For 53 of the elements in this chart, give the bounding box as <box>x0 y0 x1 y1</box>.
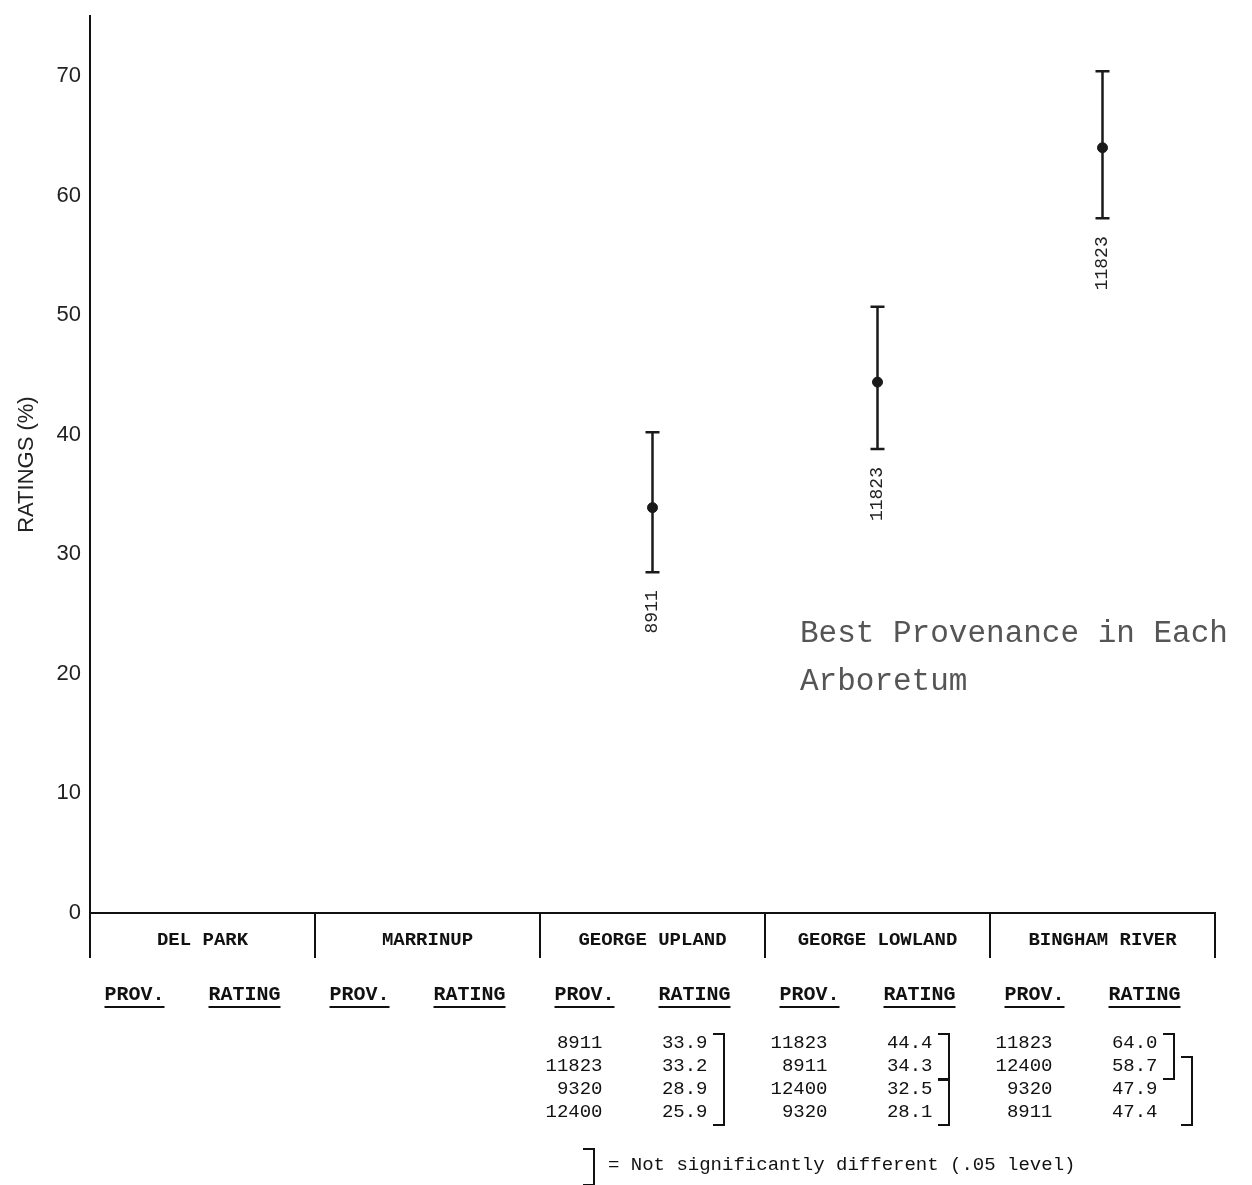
text: 25.9 <box>661 1101 708 1124</box>
text: RATING <box>658 983 731 1007</box>
y-tick-label: 10 <box>56 779 81 805</box>
y-tick-label: 60 <box>56 181 81 207</box>
text: 11823 <box>770 1032 828 1055</box>
text: 8911 <box>781 1055 828 1078</box>
y-tick-label: 20 <box>56 659 81 685</box>
text: RATING <box>1108 983 1181 1007</box>
y-tick-label: 30 <box>56 540 81 566</box>
text: 58.7 <box>1111 1055 1158 1078</box>
text: 9320 <box>556 1078 603 1101</box>
text: 44.4 <box>886 1032 933 1055</box>
text: 12400 <box>995 1055 1053 1078</box>
text: 28.1 <box>886 1101 933 1124</box>
text: RATING <box>883 983 956 1007</box>
text: 34.3 <box>886 1055 933 1078</box>
y-tick-label: 50 <box>56 301 81 327</box>
text: 9320 <box>1006 1078 1053 1101</box>
text: PROV. <box>104 983 165 1007</box>
text: 28.9 <box>661 1078 708 1101</box>
text: 32.5 <box>886 1078 933 1101</box>
text: 12400 <box>545 1101 603 1124</box>
text: PROV. <box>779 983 840 1007</box>
text: 11823 <box>995 1032 1053 1055</box>
text: 11823 <box>545 1055 603 1078</box>
x-tick-label: GEORGE UPLAND <box>578 929 727 952</box>
text: 12400 <box>770 1078 828 1101</box>
text: PROV. <box>329 983 390 1007</box>
text: Best Provenance in Each Arboretum <box>800 615 1229 701</box>
text: 8911 <box>556 1032 603 1055</box>
text: 47.9 <box>1111 1078 1158 1101</box>
y-axis-title: RATINGS (%) <box>13 396 39 533</box>
y-tick-label: 70 <box>56 62 81 88</box>
text: PROV. <box>554 983 615 1007</box>
text: 33.9 <box>661 1032 708 1055</box>
x-tick-label: DEL PARK <box>156 929 249 952</box>
x-tick-label: GEORGE LOWLAND <box>797 929 958 952</box>
text: PROV. <box>1004 983 1065 1007</box>
text: = Not significantly different (.05 level) <box>608 1154 1076 1177</box>
text: 33.2 <box>661 1055 708 1078</box>
y-tick-label: 0 <box>68 899 81 925</box>
text: 9320 <box>781 1101 828 1124</box>
text: 64.0 <box>1111 1032 1158 1055</box>
y-tick-label: 40 <box>56 420 81 446</box>
text: RATING <box>208 983 281 1007</box>
annotation: 11823 <box>867 467 888 522</box>
text: 47.4 <box>1111 1101 1158 1124</box>
annotation: 8911 <box>642 590 663 634</box>
x-tick-label: MARRINUP <box>381 929 474 952</box>
text: 8911 <box>1006 1101 1053 1124</box>
text: RATING <box>433 983 506 1007</box>
annotation: 11823 <box>1092 236 1113 291</box>
x-tick-label: BINGHAM RIVER <box>1028 929 1178 952</box>
